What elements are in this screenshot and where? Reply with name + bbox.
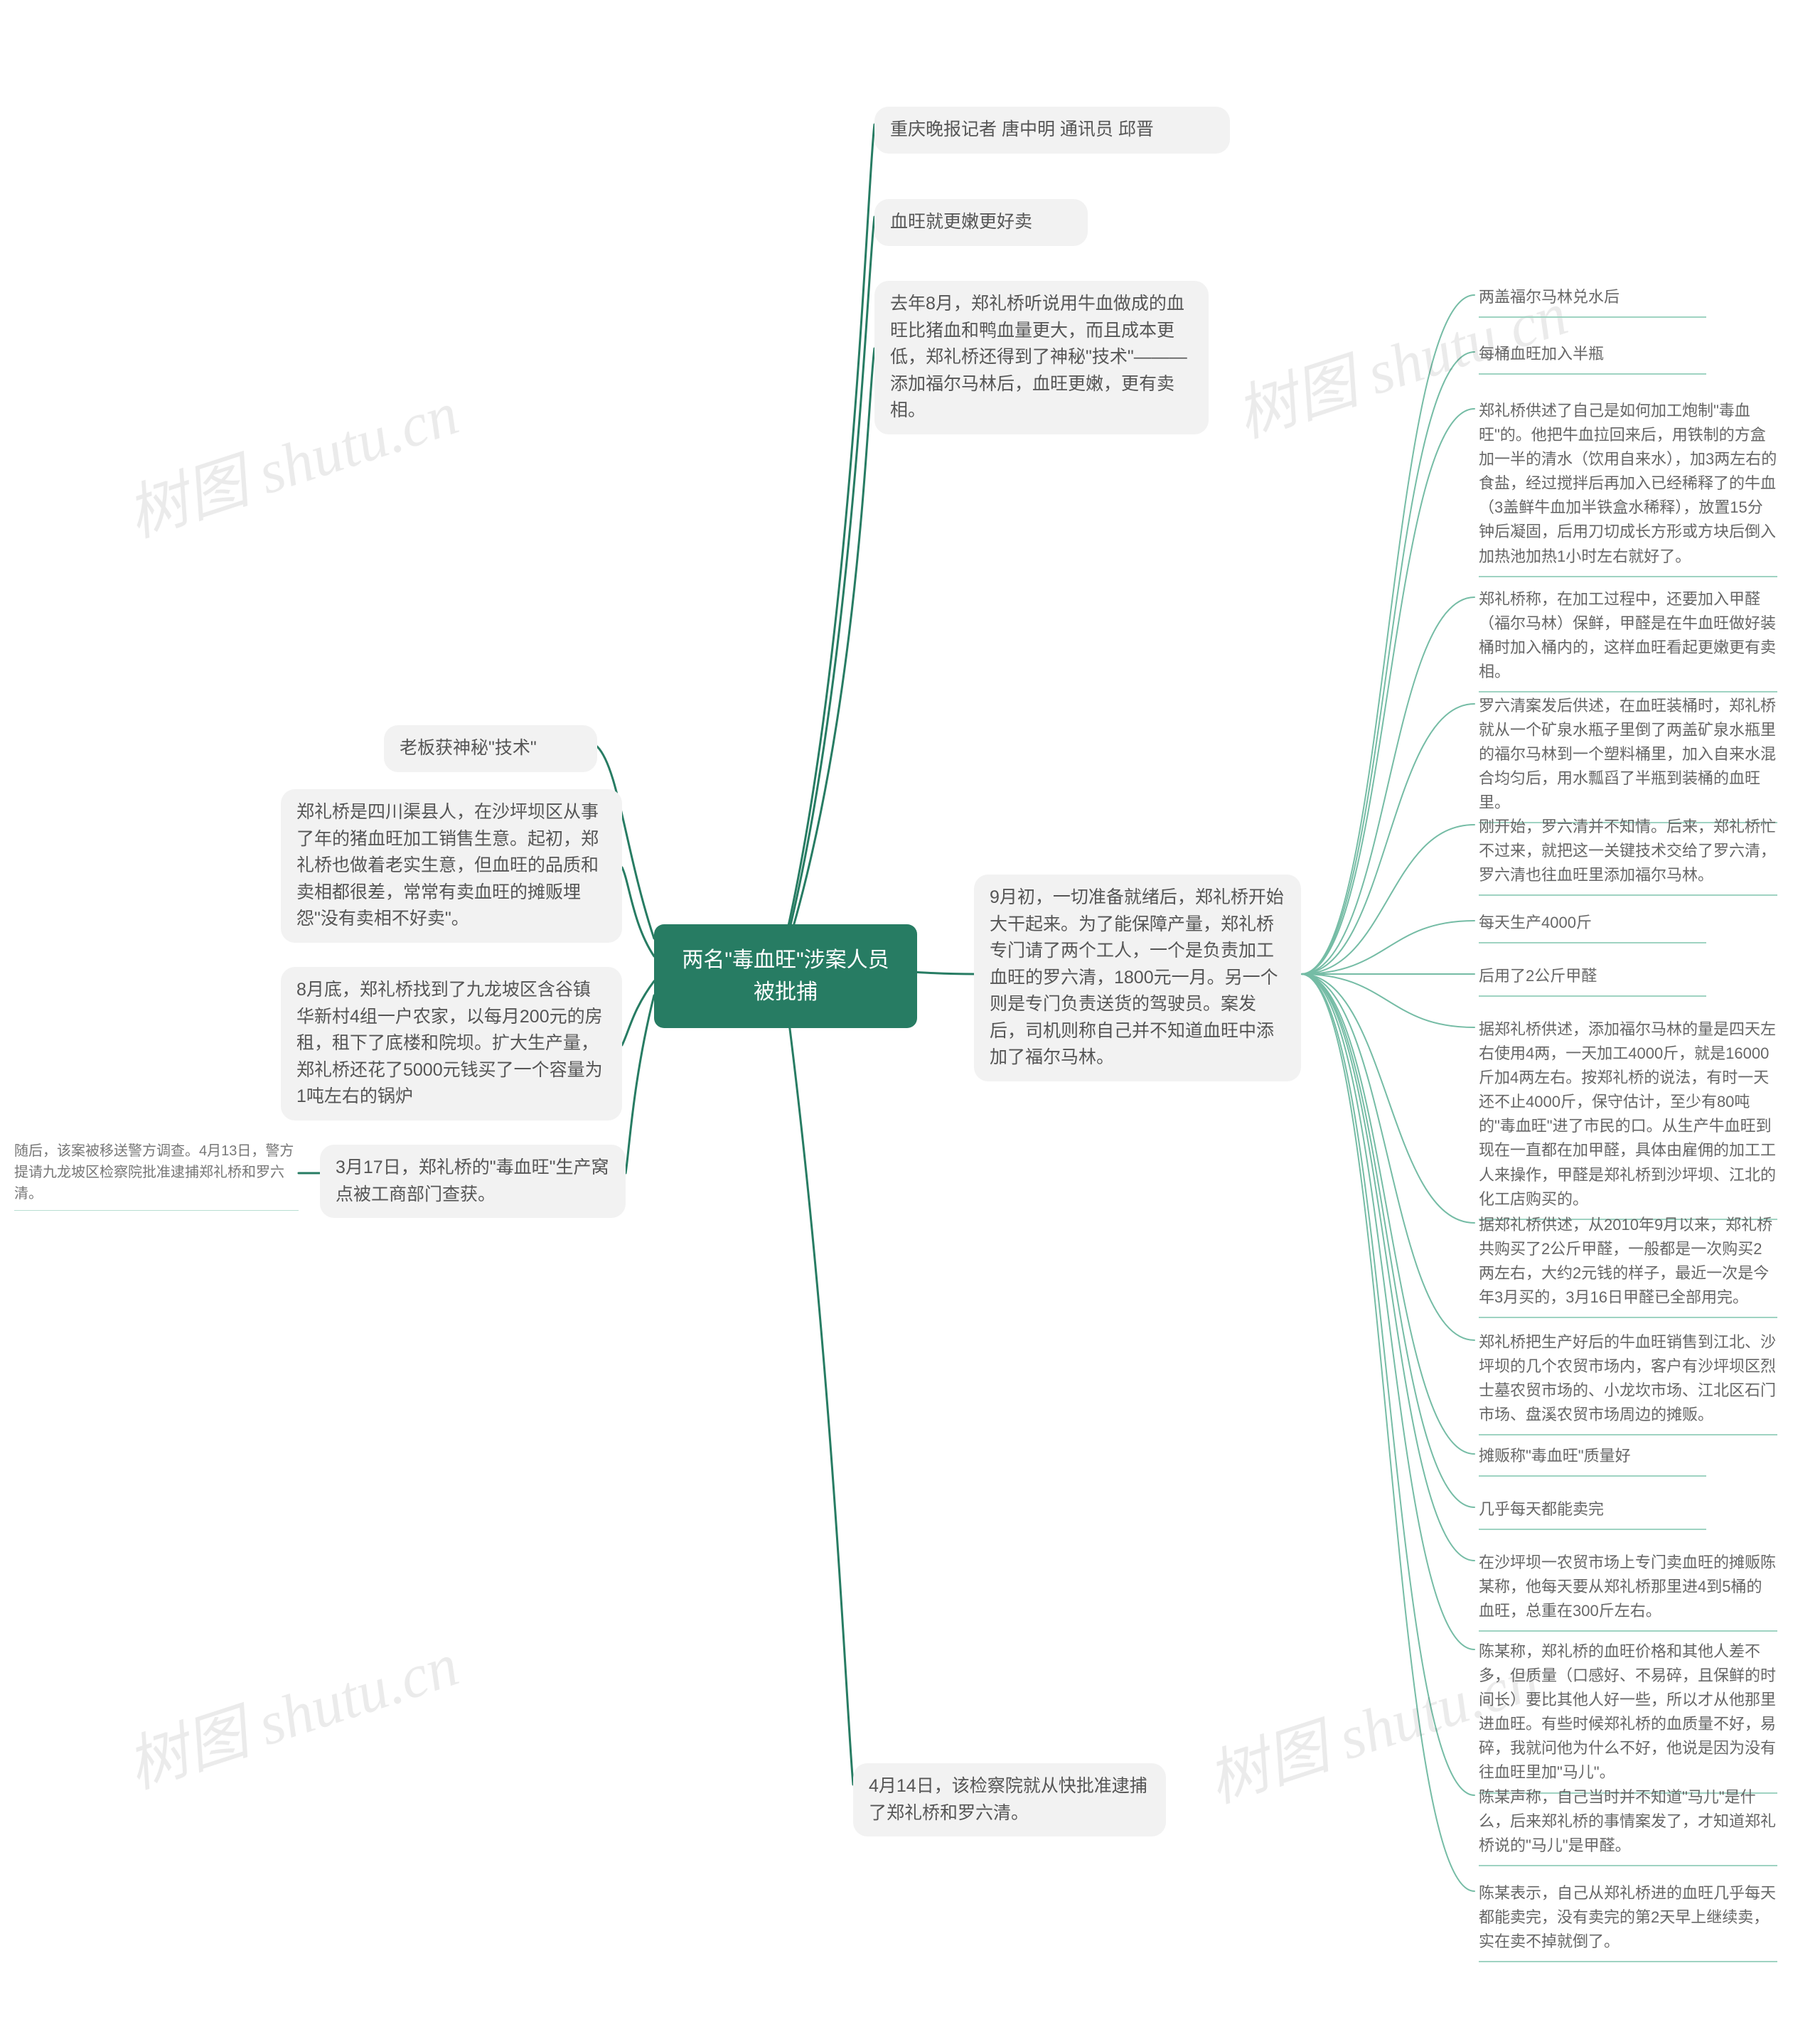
center-node: 两名"毒血旺"涉案人员 被批捕 — [654, 924, 917, 1028]
leaf-node-4: 罗六清案发后供述，在血旺装桶时，郑礼桥就从一个矿泉水瓶子里倒了两盖矿泉水瓶里的福… — [1479, 690, 1777, 823]
watermark-2: 树图 shutu.cn — [114, 1615, 468, 1805]
leaf-node-6: 每天生产4000斤 — [1479, 906, 1706, 943]
leaf-node-3: 郑礼桥称，在加工过程中，还要加入甲醛（福尔马林）保鲜，甲醛是在牛血旺做好装桶时加… — [1479, 583, 1777, 692]
right-mid-node-0: 9月初，一切准备就绪后，郑礼桥开始大干起来。为了能保障产量，郑礼桥专门请了两个工… — [974, 875, 1301, 1081]
leaf-node-16: 陈某表示，自己从郑礼桥进的血旺几乎每天都能卖完，没有卖完的第2天早上继续卖，实在… — [1479, 1877, 1777, 1962]
leaf-node-9: 据郑礼桥供述，从2010年9月以来，郑礼桥共购买了2公斤甲醛，一般都是一次购买2… — [1479, 1209, 1777, 1318]
leaf-node-14: 陈某称，郑礼桥的血旺价格和其他人差不多，但质量（口感好、不易碎，且保鲜的时间长）… — [1479, 1635, 1777, 1794]
leaf-node-0: 两盖福尔马林兑水后 — [1479, 281, 1706, 318]
leaf-node-10: 郑礼桥把生产好后的牛血旺销售到江北、沙坪坝的几个农贸市场内，客户有沙坪坝区烈士墓… — [1479, 1326, 1777, 1435]
center-line2: 被批捕 — [680, 976, 892, 1008]
leaf-node-1: 每桶血旺加入半瓶 — [1479, 338, 1706, 375]
center-line1: 两名"毒血旺"涉案人员 — [680, 944, 892, 976]
left-node-2: 8月底，郑礼桥找到了九龙坡区含谷镇华新村4组一户农家，以每月200元的房租，租下… — [281, 967, 622, 1121]
leaf-node-12: 几乎每天都能卖完 — [1479, 1493, 1706, 1530]
left-node-3: 3月17日，郑礼桥的"毒血旺"生产窝点被工商部门查获。 — [320, 1145, 626, 1218]
leaf-node-11: 摊贩称"毒血旺"质量好 — [1479, 1440, 1706, 1477]
right-top-node-1: 血旺就更嫩更好卖 — [874, 199, 1088, 246]
left-node-0: 老板获神秘"技术" — [384, 725, 597, 772]
leaf-node-15: 陈某声称，自己当时并不知道"马儿"是什么，后来郑礼桥的事情案发了，才知道郑礼桥说… — [1479, 1781, 1777, 1866]
leaf-node-8: 据郑礼桥供述，添加福尔马林的量是四天左右使用4两，一天加工4000斤，就是160… — [1479, 1013, 1777, 1220]
leaf-node-2: 郑礼桥供述了自己是如何加工炮制"毒血旺"的。他把牛血拉回来后，用铁制的方盒加一半… — [1479, 395, 1777, 577]
right-bottom-node-0: 4月14日，该检察院就从快批准逮捕了郑礼桥和罗六清。 — [853, 1763, 1166, 1836]
leaf-node-5: 刚开始，罗六清并不知情。后来，郑礼桥忙不过来，就把这一关键技术交给了罗六清，罗六… — [1479, 811, 1777, 896]
leaf-node-7: 后用了2公斤甲醛 — [1479, 960, 1706, 997]
right-top-node-0: 重庆晚报记者 唐中明 通讯员 邱晋 — [874, 107, 1230, 154]
left-sub-node-0: 随后，该案被移送警方调查。4月13日，警方提请九龙坡区检察院批准逮捕郑礼桥和罗六… — [14, 1138, 299, 1211]
right-top-node-2: 去年8月，郑礼桥听说用牛血做成的血旺比猪血和鸭血量更大，而且成本更低，郑礼桥还得… — [874, 281, 1209, 434]
watermark-0: 树图 shutu.cn — [114, 363, 468, 554]
left-node-1: 郑礼桥是四川渠县人，在沙坪坝区从事了年的猪血旺加工销售生意。起初，郑礼桥也做着老… — [281, 789, 622, 943]
leaf-node-13: 在沙坪坝一农贸市场上专门卖血旺的摊贩陈某称，他每天要从郑礼桥那里进4到5桶的血旺… — [1479, 1546, 1777, 1632]
